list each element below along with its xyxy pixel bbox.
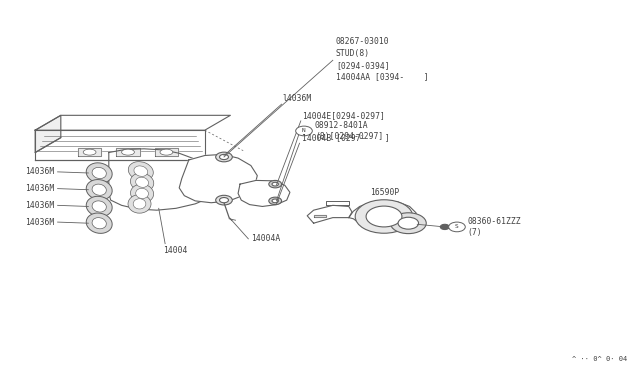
Circle shape xyxy=(220,154,228,160)
Polygon shape xyxy=(35,115,230,130)
Polygon shape xyxy=(155,148,178,156)
Polygon shape xyxy=(116,148,140,156)
Circle shape xyxy=(366,206,402,227)
Circle shape xyxy=(216,195,232,205)
Ellipse shape xyxy=(128,195,151,213)
Polygon shape xyxy=(307,205,352,223)
Ellipse shape xyxy=(136,177,148,187)
Ellipse shape xyxy=(92,184,106,195)
Ellipse shape xyxy=(86,213,112,233)
Ellipse shape xyxy=(86,163,112,183)
Ellipse shape xyxy=(92,167,106,179)
Circle shape xyxy=(390,213,426,234)
Text: 08912-8401A
(8)[0294-0297]: 08912-8401A (8)[0294-0297] xyxy=(315,121,383,141)
Circle shape xyxy=(272,182,278,186)
Text: 14004A: 14004A xyxy=(251,234,280,243)
Ellipse shape xyxy=(128,161,154,181)
Ellipse shape xyxy=(86,180,112,200)
Ellipse shape xyxy=(131,184,154,203)
Circle shape xyxy=(449,222,465,232)
Ellipse shape xyxy=(83,149,96,155)
Circle shape xyxy=(398,217,419,229)
Text: 16590P: 16590P xyxy=(370,188,399,197)
Ellipse shape xyxy=(122,149,134,155)
Text: S: S xyxy=(455,224,459,230)
Ellipse shape xyxy=(136,188,148,199)
Ellipse shape xyxy=(133,199,146,209)
Text: 14036M: 14036M xyxy=(25,201,54,210)
Text: 08360-61ZZZ
(7): 08360-61ZZZ (7) xyxy=(467,217,521,237)
Ellipse shape xyxy=(134,166,148,176)
Circle shape xyxy=(296,126,312,136)
Text: 14004: 14004 xyxy=(163,246,188,255)
Ellipse shape xyxy=(160,149,173,155)
Polygon shape xyxy=(314,215,326,217)
Circle shape xyxy=(272,199,278,203)
Text: N: N xyxy=(302,128,306,134)
Ellipse shape xyxy=(92,201,106,212)
Circle shape xyxy=(216,152,232,162)
Polygon shape xyxy=(78,148,101,156)
Circle shape xyxy=(220,198,228,203)
Circle shape xyxy=(269,180,282,188)
Polygon shape xyxy=(238,180,290,206)
Polygon shape xyxy=(326,201,349,205)
Ellipse shape xyxy=(86,196,112,217)
Circle shape xyxy=(440,224,449,230)
Polygon shape xyxy=(179,154,257,203)
Text: 08267-03010
STUD(8)
[0294-0394]
14004AA [0394-    ]: 08267-03010 STUD(8) [0294-0394] 14004AA … xyxy=(336,37,429,81)
Text: 14036M: 14036M xyxy=(25,167,54,176)
Text: l4036M: l4036M xyxy=(283,94,312,103)
Text: 14004B [0297-    ]: 14004B [0297- ] xyxy=(302,133,390,142)
Text: 14036M: 14036M xyxy=(25,184,54,193)
Circle shape xyxy=(269,197,282,205)
Ellipse shape xyxy=(131,173,154,192)
Text: 14004E[0294-0297]: 14004E[0294-0297] xyxy=(302,111,385,120)
Polygon shape xyxy=(349,201,417,231)
Circle shape xyxy=(355,200,413,233)
Polygon shape xyxy=(35,115,61,153)
Polygon shape xyxy=(35,130,205,160)
Text: 14036M: 14036M xyxy=(25,218,54,227)
Ellipse shape xyxy=(92,218,106,229)
Text: ^ ·· 0^ 0· 04: ^ ·· 0^ 0· 04 xyxy=(572,356,627,362)
Polygon shape xyxy=(109,149,221,210)
